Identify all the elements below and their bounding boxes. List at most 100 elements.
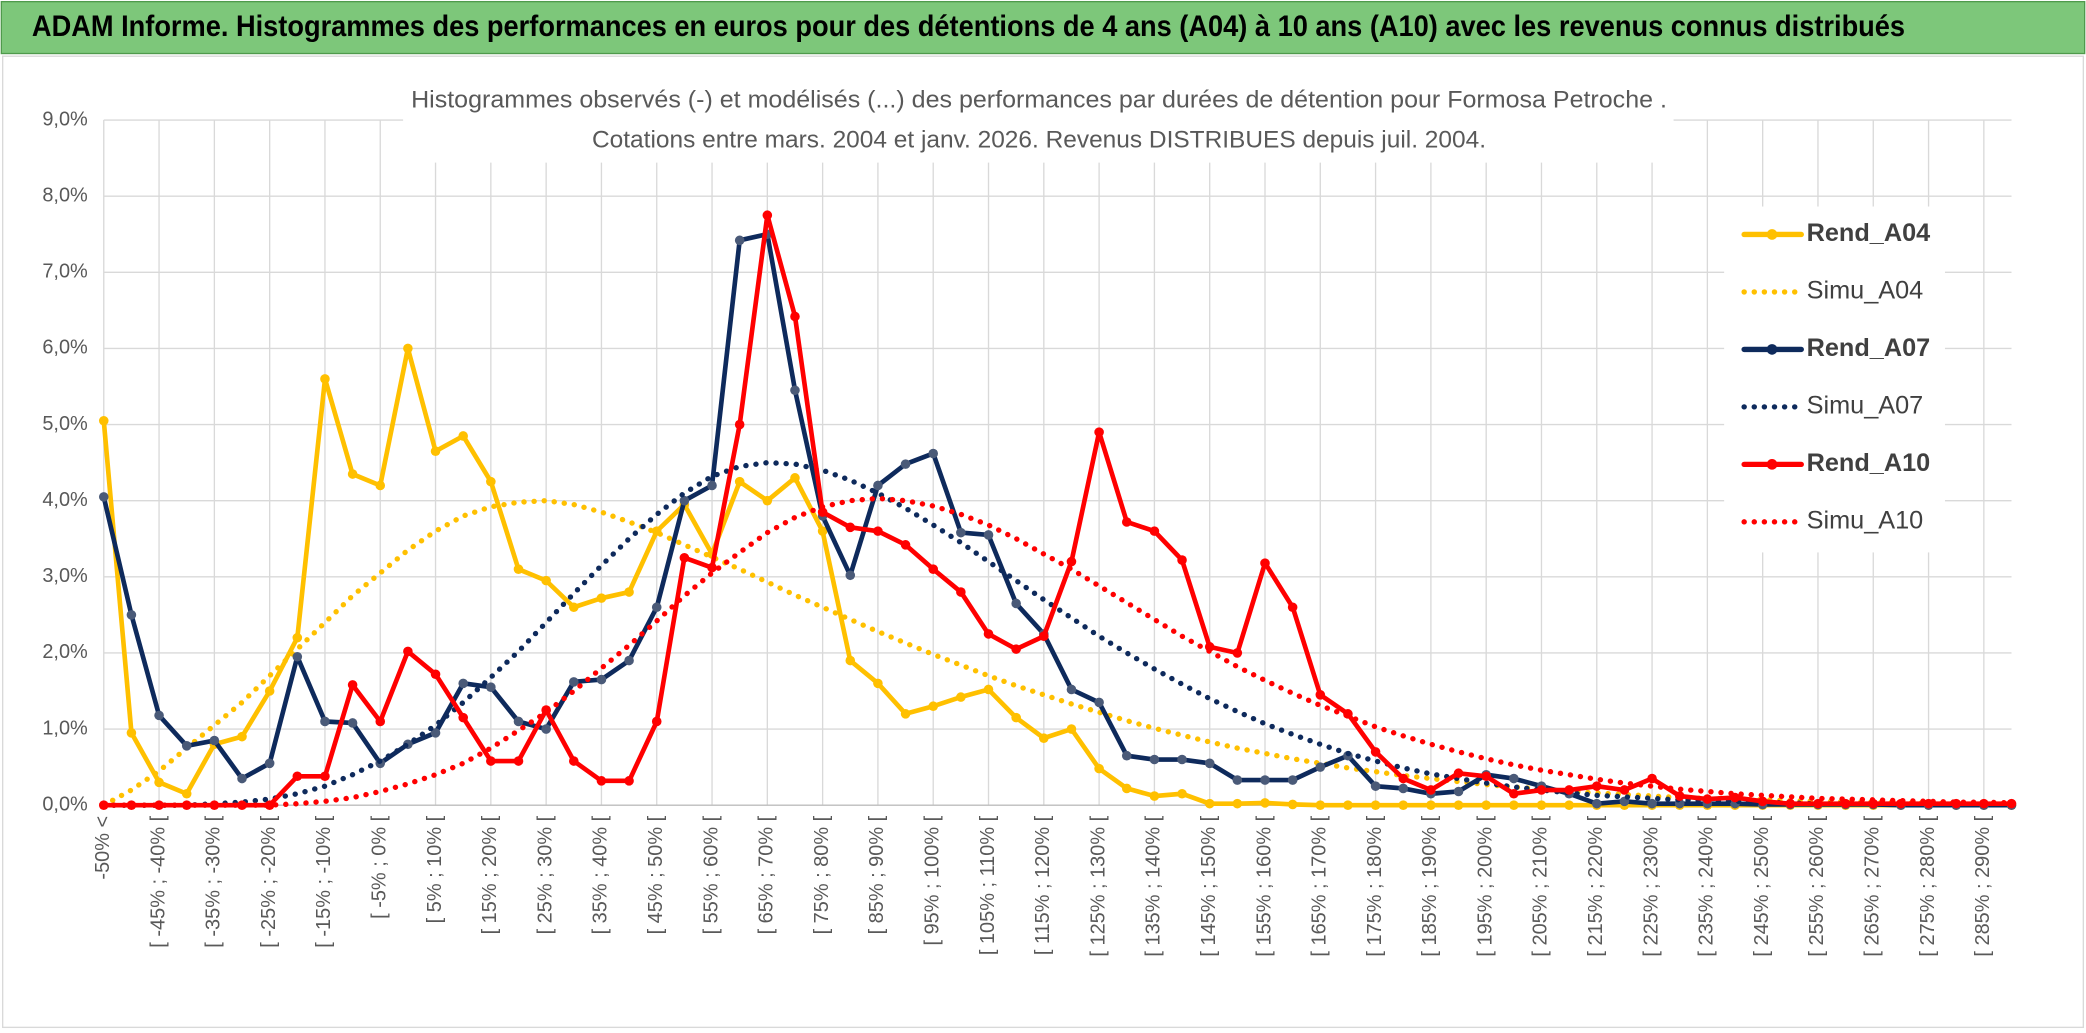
point-marker [1674,791,1685,801]
point-marker [845,522,856,533]
observed-line [101,231,2014,808]
point-marker [928,564,939,574]
point-marker [1757,796,1768,807]
point-marker [1785,798,1796,809]
point-marker [1315,690,1326,700]
point-marker [237,731,247,742]
legend-label: Rend_A07 [1807,334,1931,362]
point-marker [1232,798,1243,809]
x-tick-label: [ 245% ; 250% [ [1751,815,1773,956]
point-marker [181,788,192,799]
point-marker [1011,644,1021,654]
point-marker [1426,800,1436,810]
x-tick-label: [ 15% ; 20% [ [479,815,501,934]
point-marker [264,686,275,696]
point-marker [568,602,579,613]
point-marker [1564,785,1574,795]
point-marker [596,776,607,786]
chart-title: Histogrammes observés (-) et modélisés (… [411,87,1667,114]
x-tick-label: [ 175% ; 180% [ [1364,815,1386,956]
point-marker [1481,771,1491,782]
point-marker [1066,724,1077,734]
point-marker [292,632,303,643]
point-marker [1591,781,1602,791]
x-tick-label: [ 75% ; 80% [ [811,815,833,934]
point-marker [734,419,745,430]
point-marker [1647,798,1657,809]
point-marker [1509,800,1519,810]
point-marker [762,210,773,221]
point-marker [1287,602,1298,613]
x-tick-label: [ 55% ; 60% [ [700,815,722,934]
y-tick-label: 7,0% [42,261,88,283]
point-marker [375,716,386,727]
point-marker [679,552,690,563]
x-tick-label: [ 155% ; 160% [ [1253,815,1275,956]
point-marker [1509,788,1519,799]
point-marker [541,575,551,586]
point-marker [1204,758,1215,769]
x-tick-label: [ 165% ; 170% [ [1309,815,1331,956]
x-tick-label: [ 285% ; 290% [ [1972,815,1994,956]
point-marker [1315,800,1326,810]
legend-label: Simu_A10 [1807,506,1924,534]
x-tick-label: [ 125% ; 130% [ [1087,815,1109,956]
point-marker [1370,747,1381,757]
point-marker [734,235,745,246]
point-marker [1177,754,1187,765]
point-marker [873,526,883,536]
point-marker [1121,783,1132,794]
point-marker [845,570,856,581]
point-marker [1481,800,1491,810]
point-marker [486,682,496,692]
point-marker [403,343,413,354]
point-marker [1426,785,1436,795]
point-marker [624,587,634,597]
point-marker [264,758,275,769]
point-marker [209,735,220,746]
point-marker [679,495,690,506]
point-marker [264,800,275,810]
point-marker [624,776,634,786]
point-marker [983,629,994,639]
point-marker [734,476,745,487]
point-marker [1509,773,1519,784]
point-marker [347,680,358,690]
header-title: ADAM Informe. Histogrammes des performan… [32,11,1905,43]
point-marker [1370,800,1381,810]
x-tick-label: [ 225% ; 230% [ [1640,815,1662,956]
point-marker [928,448,939,459]
title-background [403,80,1674,163]
point-marker [1287,799,1298,810]
point-marker [1149,754,1160,765]
point-marker [458,678,468,689]
point-marker [900,540,911,550]
point-marker [486,756,496,766]
point-marker [956,527,966,538]
y-tick-label: 6,0% [42,337,88,359]
point-marker [873,480,883,491]
legend-marker [1766,229,1778,240]
chart-border [1,55,2085,1029]
point-marker [707,562,717,573]
point-marker [154,800,164,810]
point-marker [1398,783,1409,794]
point-marker [403,646,413,657]
point-marker [430,446,441,456]
point-marker [1453,768,1464,779]
point-marker [1398,773,1409,784]
point-marker [1260,775,1270,785]
point-marker [1121,517,1132,527]
point-marker [790,385,800,396]
x-tick-label: [ 275% ; 280% [ [1917,815,1939,956]
point-marker [126,610,137,620]
point-marker [900,709,911,719]
x-tick-label: [ -5% ; 0% [ [369,815,391,919]
x-tick-label: [ -35% ; -30% [ [203,815,225,947]
point-marker [98,492,109,502]
point-marker [651,716,662,727]
point-marker [762,495,773,506]
x-tick-label: [ 195% ; 200% [ [1474,815,1496,956]
x-tick-label: [ -45% ; -40% [ [147,815,169,947]
x-tick-label: [ 215% ; 220% [ [1585,815,1607,956]
